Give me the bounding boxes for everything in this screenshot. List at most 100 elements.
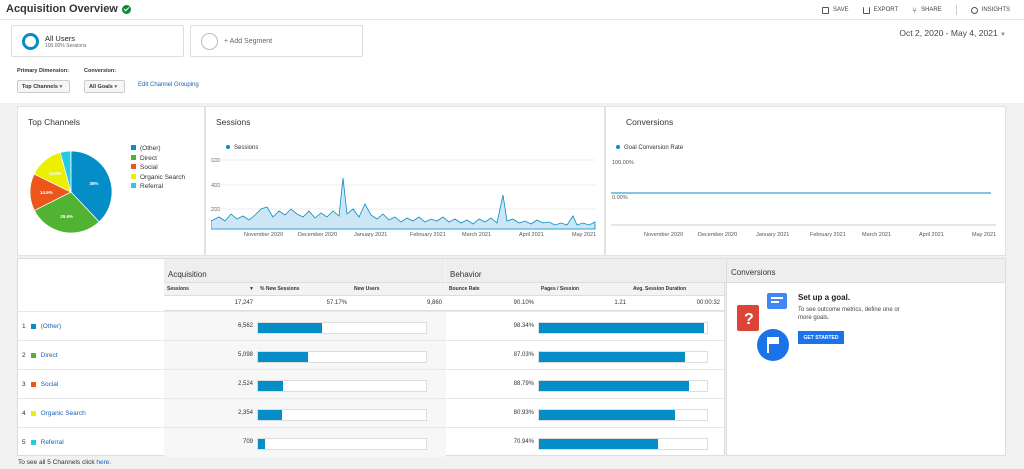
legend-swatch <box>131 164 136 169</box>
save-button[interactable]: SAVE <box>822 6 849 14</box>
pie-slice[interactable] <box>33 191 100 234</box>
x-tick: December 2020 <box>698 232 738 238</box>
col-bounce-rate[interactable]: Bounce Rate <box>446 283 538 296</box>
segment-name: All Users <box>45 33 76 43</box>
share-icon: ⑂ <box>912 5 917 15</box>
verified-icon <box>121 4 131 14</box>
y-tick: 400 <box>211 183 221 189</box>
y-tick: 200 <box>211 207 221 213</box>
pages-session-bar <box>538 438 708 450</box>
table-row: 5 Referral 709 70.94% <box>18 427 724 456</box>
pages-session-bar <box>538 351 708 363</box>
x-tick: May 2021 <box>572 232 597 238</box>
legend-item: Social <box>131 163 185 173</box>
edit-channel-grouping-link[interactable]: Edit Channel Grouping <box>138 82 199 88</box>
x-tick: April 2021 <box>519 232 544 238</box>
see-all-channels-link[interactable]: here. <box>96 459 112 466</box>
row-channel-link[interactable]: Referral <box>40 439 64 446</box>
top-channels-pie: 38% 29.6% 14.6% 13.6% <box>29 150 113 234</box>
pie-slice[interactable] <box>70 150 113 223</box>
insights-button[interactable]: INSIGHTS <box>970 6 1010 14</box>
row-rank: 4 <box>22 410 26 417</box>
sessions-card: Sessions Sessions 600 400 200 November 2… <box>205 106 605 256</box>
col-pages-session[interactable]: Pages / Session <box>538 283 630 296</box>
page-title: Acquisition Overview <box>6 3 131 15</box>
goal-illustration-icon: ? <box>737 293 789 361</box>
get-started-button[interactable]: GET STARTED <box>798 331 844 344</box>
sessions-line-chart <box>211 159 596 230</box>
legend-swatch <box>131 183 136 188</box>
row-bounce-rate: 80.93% <box>513 410 534 416</box>
legend-item: Organic Search <box>131 173 185 183</box>
row-bounce-rate: 87.03% <box>513 352 534 358</box>
col-sessions[interactable]: Sessions ▼ <box>164 283 257 296</box>
total-avg-duration: 00:00:32 <box>630 296 724 311</box>
pages-session-bar <box>538 380 708 392</box>
x-tick: November 2020 <box>644 232 684 238</box>
segment-all-users[interactable]: All Users 100.00% Sessions <box>11 25 184 57</box>
footer-note: To see all 5 Channels click here. <box>18 459 112 466</box>
row-swatch <box>30 440 36 445</box>
x-tick: May 2021 <box>972 232 997 238</box>
pie-legend: (Other) Direct Social Organic Search Referra… <box>131 144 185 192</box>
chevron-down-icon: ▼ <box>1000 32 1006 38</box>
date-range-picker[interactable]: Oct 2, 2020 - May 4, 2021 ▼ <box>899 28 1006 38</box>
row-channel-link[interactable]: Organic Search <box>40 410 86 417</box>
behavior-group-header: Behavior <box>446 259 726 283</box>
row-rank: 1 <box>22 323 26 330</box>
table-row: 2 Direct 5,098 87.03% <box>18 340 724 369</box>
x-tick: March 2021 <box>462 232 492 238</box>
conversion-select[interactable]: All Goals ▾ <box>84 80 125 93</box>
add-segment-label: + Add Segment <box>224 37 273 45</box>
row-sessions: 5,098 <box>237 352 253 358</box>
legend-swatch <box>131 173 136 179</box>
x-tick: April 2021 <box>919 232 944 238</box>
col-new-users[interactable]: New Users <box>351 283 446 296</box>
pages-session-bar <box>538 322 708 334</box>
pie-label: 13.6% <box>49 171 62 176</box>
row-sessions: 709 <box>242 439 253 445</box>
new-sessions-bar <box>257 322 427 334</box>
row-bounce-rate: 98.34% <box>513 323 534 329</box>
x-tick: February 2021 <box>810 232 846 238</box>
divider <box>955 5 957 15</box>
goal-heading: Set up a goal. <box>798 293 851 302</box>
x-tick: February 2021 <box>410 232 446 238</box>
row-bounce-rate: 88.79% <box>513 381 534 387</box>
y-tick: 600 <box>211 158 221 164</box>
header-bar: Acquisition Overview SAVE EXPORT ⑂ SHARE … <box>0 0 1024 20</box>
conversions-panel: Conversions ? Set up a goal. To see outc… <box>726 258 1006 456</box>
segment-sub: 100.00% Sessions <box>45 42 87 49</box>
x-tick: January 2021 <box>354 232 388 238</box>
pie-label: 29.6% <box>60 214 73 219</box>
pie-slice[interactable] <box>59 150 72 193</box>
row-channel-link[interactable]: Social <box>40 381 59 388</box>
export-icon <box>862 6 870 14</box>
table-row: 3 Social 2,524 88.79% <box>18 369 724 398</box>
col-avg-duration[interactable]: Avg. Session Duration <box>630 283 724 296</box>
col-new-sessions[interactable]: % New Sessions <box>257 283 351 296</box>
new-sessions-bar <box>257 409 427 421</box>
new-sessions-bar <box>257 380 427 392</box>
add-segment-button[interactable]: + Add Segment <box>190 25 363 57</box>
row-channel-link[interactable]: (Other) <box>40 323 62 330</box>
export-button[interactable]: EXPORT <box>862 6 898 14</box>
y-tick: 100.00% <box>612 160 634 166</box>
conversions-legend: Goal Conversion Rate <box>616 145 683 151</box>
x-tick: January 2021 <box>756 232 790 238</box>
top-channels-title: Top Channels <box>28 117 80 127</box>
sessions-area <box>211 177 596 230</box>
row-rank: 2 <box>22 352 26 359</box>
acquisition-group-header: Acquisition <box>164 259 445 283</box>
new-sessions-bar <box>257 438 427 450</box>
share-button[interactable]: ⑂ SHARE <box>912 5 942 15</box>
row-sessions: 2,354 <box>237 410 253 416</box>
row-rank: 5 <box>22 439 26 446</box>
primary-dimension-select[interactable]: Top Channels ▾ <box>17 80 70 93</box>
insights-icon <box>970 6 978 14</box>
segment-bar: All Users 100.00% Sessions + Add Segment … <box>0 20 1024 60</box>
goal-text: To see outcome metrics, define one or mo… <box>798 307 900 321</box>
total-new-users: 9,860 <box>351 296 446 311</box>
top-channels-card: Top Channels 38% 29.6% 14.6% 13.6% (Other) D… <box>17 106 205 256</box>
row-channel-link[interactable]: Direct <box>40 352 58 359</box>
